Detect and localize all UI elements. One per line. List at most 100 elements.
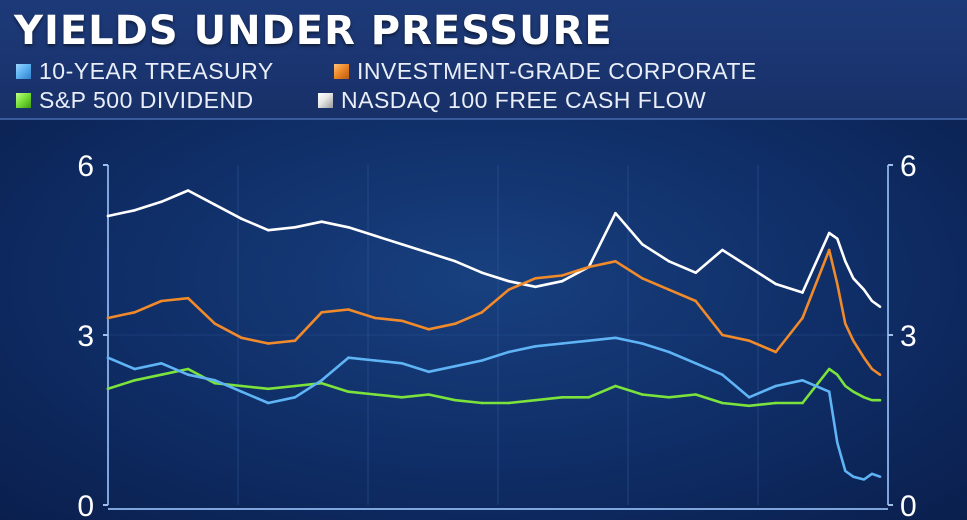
series-line-10-year-treasury (106, 336, 882, 481)
data-point-nasdaq-100-free-cash-flow (267, 228, 270, 232)
data-point-investment-grade-corporate (721, 333, 724, 337)
legend-swatch-treasury (16, 63, 31, 79)
data-point-s-p-500-dividend (747, 404, 751, 408)
series-line-nasdaq-100-free-cash-flow (106, 189, 882, 308)
plot-background (0, 120, 967, 520)
chart-title: YIELDS UNDER PRESSURE (14, 8, 613, 54)
data-point-investment-grade-corporate (427, 328, 430, 331)
data-point-investment-grade-corporate (400, 319, 404, 323)
data-point-investment-grade-corporate (827, 248, 831, 252)
data-point-s-p-500-dividend (534, 398, 537, 402)
chart-header: YIELDS UNDER PRESSURE 10-YEAR TREASURY I… (0, 0, 967, 120)
right-tick-label: 3 (900, 320, 917, 353)
data-point-investment-grade-corporate (267, 342, 270, 345)
data-point-10-year-treasury (721, 373, 724, 377)
data-point-s-p-500-dividend (267, 387, 270, 391)
data-point-s-p-500-dividend (801, 401, 804, 405)
legend-item-treasury: 10-YEAR TREASURY (16, 58, 274, 84)
data-point-investment-grade-corporate (133, 311, 136, 314)
data-point-10-year-treasury (801, 379, 804, 382)
data-point-s-p-500-dividend (293, 384, 297, 388)
data-point-nasdaq-100-free-cash-flow (801, 291, 804, 294)
data-point-nasdaq-100-free-cash-flow (534, 285, 537, 289)
data-point-nasdaq-100-free-cash-flow (480, 271, 484, 275)
legend-item-corporate: INVESTMENT-GRADE CORPORATE (334, 58, 757, 84)
data-point-investment-grade-corporate (774, 350, 778, 354)
data-point-investment-grade-corporate (480, 311, 484, 314)
data-point-10-year-treasury (347, 356, 350, 360)
data-point-10-year-treasury (614, 336, 617, 340)
data-point-s-p-500-dividend (133, 379, 136, 382)
series-line-s-p-500-dividend (106, 367, 882, 408)
series-line-investment-grade-corporate (106, 248, 882, 376)
data-point-10-year-treasury (160, 362, 163, 365)
data-point-s-p-500-dividend (614, 384, 617, 388)
data-point-nasdaq-100-free-cash-flow (160, 200, 163, 204)
data-point-nasdaq-100-free-cash-flow (293, 226, 297, 229)
legend-item-fcf: NASDAQ 100 FREE CASH FLOW (318, 87, 706, 113)
data-point-investment-grade-corporate (507, 288, 511, 292)
data-point-s-p-500-dividend (106, 387, 110, 391)
data-point-investment-grade-corporate (534, 277, 537, 280)
data-point-nasdaq-100-free-cash-flow (106, 214, 110, 218)
data-point-nasdaq-100-free-cash-flow (400, 243, 404, 246)
data-point-s-p-500-dividend (667, 396, 671, 399)
chart-axes (103, 164, 893, 510)
data-point-nasdaq-100-free-cash-flow (560, 279, 564, 283)
data-point-s-p-500-dividend (694, 393, 697, 396)
data-point-investment-grade-corporate (614, 260, 617, 263)
data-point-10-year-treasury (240, 390, 243, 394)
data-point-10-year-treasury (133, 367, 136, 371)
right-tick-label: 6 (900, 150, 917, 183)
data-point-10-year-treasury (774, 384, 778, 388)
data-point-10-year-treasury (641, 342, 644, 345)
data-point-s-p-500-dividend (774, 401, 778, 405)
data-point-nasdaq-100-free-cash-flow (373, 234, 377, 238)
data-point-10-year-treasury (186, 373, 190, 377)
data-point-10-year-treasury (427, 370, 430, 374)
data-point-investment-grade-corporate (240, 336, 243, 340)
data-point-s-p-500-dividend (721, 401, 724, 405)
data-point-investment-grade-corporate (667, 288, 671, 292)
data-point-s-p-500-dividend (454, 398, 457, 402)
chart-series (106, 189, 882, 481)
data-point-s-p-500-dividend (560, 396, 564, 399)
data-point-s-p-500-dividend (827, 367, 831, 371)
data-point-s-p-500-dividend (373, 393, 377, 396)
left-tick-label: 3 (77, 320, 94, 353)
data-point-nasdaq-100-free-cash-flow (721, 248, 724, 252)
data-point-10-year-treasury (373, 359, 377, 362)
data-point-investment-grade-corporate (560, 274, 564, 277)
data-point-investment-grade-corporate (293, 339, 297, 343)
data-point-10-year-treasury (560, 342, 564, 345)
data-point-nasdaq-100-free-cash-flow (774, 282, 778, 286)
data-point-investment-grade-corporate (747, 339, 751, 343)
data-point-investment-grade-corporate (641, 277, 644, 280)
data-point-10-year-treasury (534, 345, 537, 348)
data-point-nasdaq-100-free-cash-flow (213, 203, 217, 206)
data-point-nasdaq-100-free-cash-flow (427, 251, 430, 255)
legend-item-dividend: S&P 500 DIVIDEND (16, 87, 254, 113)
left-tick-label: 0 (77, 490, 94, 520)
data-point-investment-grade-corporate (106, 316, 110, 320)
data-point-nasdaq-100-free-cash-flow (347, 226, 350, 229)
data-point-s-p-500-dividend (186, 367, 190, 371)
data-point-10-year-treasury (400, 362, 404, 365)
data-point-s-p-500-dividend (213, 381, 217, 385)
data-point-investment-grade-corporate (186, 296, 190, 300)
data-point-10-year-treasury (267, 401, 270, 405)
data-point-s-p-500-dividend (480, 401, 484, 405)
data-point-s-p-500-dividend (641, 393, 644, 396)
data-point-10-year-treasury (480, 359, 484, 362)
data-point-10-year-treasury (747, 396, 751, 399)
legend-label-corporate: INVESTMENT-GRADE CORPORATE (357, 57, 757, 84)
data-point-investment-grade-corporate (454, 322, 457, 326)
data-point-nasdaq-100-free-cash-flow (694, 271, 697, 275)
data-point-nasdaq-100-free-cash-flow (827, 231, 831, 235)
data-point-investment-grade-corporate (347, 308, 350, 311)
data-point-nasdaq-100-free-cash-flow (507, 279, 511, 283)
data-point-nasdaq-100-free-cash-flow (641, 243, 644, 246)
data-point-10-year-treasury (827, 390, 831, 394)
left-tick-label: 6 (77, 150, 94, 183)
